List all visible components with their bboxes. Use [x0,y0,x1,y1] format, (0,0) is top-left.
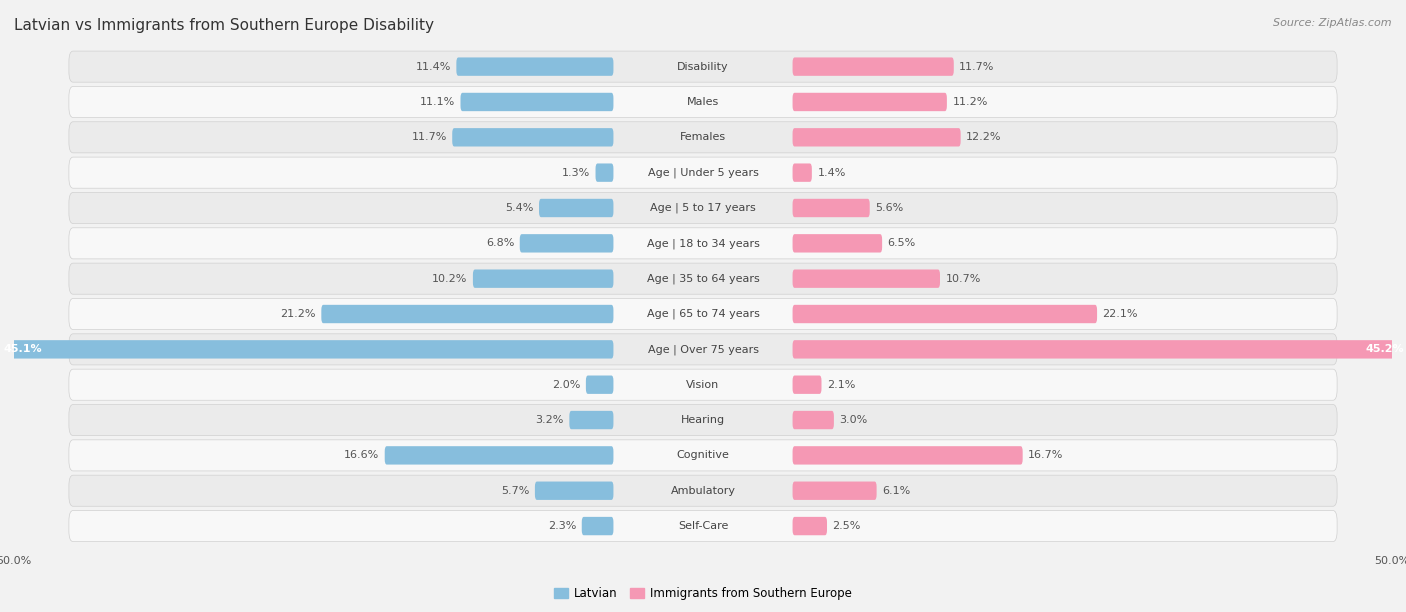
Text: 11.7%: 11.7% [959,62,994,72]
Text: 2.3%: 2.3% [548,521,576,531]
Text: Age | 35 to 64 years: Age | 35 to 64 years [647,274,759,284]
FancyBboxPatch shape [322,305,613,323]
FancyBboxPatch shape [793,446,1022,465]
FancyBboxPatch shape [793,411,834,429]
Text: Age | 5 to 17 years: Age | 5 to 17 years [650,203,756,213]
Text: 21.2%: 21.2% [280,309,316,319]
FancyBboxPatch shape [457,58,613,76]
FancyBboxPatch shape [69,475,1337,506]
Text: 1.4%: 1.4% [817,168,846,177]
FancyBboxPatch shape [534,482,613,500]
Text: Latvian vs Immigrants from Southern Europe Disability: Latvian vs Immigrants from Southern Euro… [14,18,434,34]
Text: 3.0%: 3.0% [839,415,868,425]
FancyBboxPatch shape [69,369,1337,400]
Text: 12.2%: 12.2% [966,132,1001,143]
FancyBboxPatch shape [69,510,1337,542]
FancyBboxPatch shape [69,122,1337,153]
FancyBboxPatch shape [582,517,613,536]
FancyBboxPatch shape [793,93,946,111]
Text: Self-Care: Self-Care [678,521,728,531]
Text: Age | 65 to 74 years: Age | 65 to 74 years [647,309,759,319]
Text: Males: Males [688,97,718,107]
Text: 6.5%: 6.5% [887,238,915,248]
FancyBboxPatch shape [453,128,613,146]
FancyBboxPatch shape [385,446,613,465]
Text: 11.2%: 11.2% [952,97,988,107]
Text: 2.5%: 2.5% [832,521,860,531]
FancyBboxPatch shape [69,405,1337,436]
FancyBboxPatch shape [69,86,1337,118]
FancyBboxPatch shape [793,163,811,182]
FancyBboxPatch shape [69,192,1337,223]
FancyBboxPatch shape [69,440,1337,471]
Text: Age | 18 to 34 years: Age | 18 to 34 years [647,238,759,248]
Text: Age | Under 5 years: Age | Under 5 years [648,168,758,178]
FancyBboxPatch shape [69,263,1337,294]
Text: 11.1%: 11.1% [420,97,456,107]
Text: 3.2%: 3.2% [536,415,564,425]
Text: 10.7%: 10.7% [945,274,981,284]
FancyBboxPatch shape [596,163,613,182]
Text: 45.1%: 45.1% [3,345,42,354]
FancyBboxPatch shape [793,128,960,146]
FancyBboxPatch shape [793,58,953,76]
Text: Females: Females [681,132,725,143]
FancyBboxPatch shape [0,340,613,359]
FancyBboxPatch shape [793,305,1097,323]
Text: Vision: Vision [686,379,720,390]
Text: 2.1%: 2.1% [827,379,855,390]
Text: 5.6%: 5.6% [875,203,904,213]
Text: Age | Over 75 years: Age | Over 75 years [648,344,758,354]
FancyBboxPatch shape [793,234,882,253]
Text: Disability: Disability [678,62,728,72]
FancyBboxPatch shape [520,234,613,253]
Text: 5.4%: 5.4% [505,203,533,213]
FancyBboxPatch shape [793,340,1406,359]
FancyBboxPatch shape [793,376,821,394]
Text: Ambulatory: Ambulatory [671,486,735,496]
Text: 6.1%: 6.1% [882,486,910,496]
FancyBboxPatch shape [586,376,613,394]
Legend: Latvian, Immigrants from Southern Europe: Latvian, Immigrants from Southern Europe [550,583,856,605]
Text: 11.4%: 11.4% [415,62,451,72]
Text: 16.7%: 16.7% [1028,450,1063,460]
FancyBboxPatch shape [69,299,1337,330]
FancyBboxPatch shape [793,517,827,536]
FancyBboxPatch shape [793,269,941,288]
FancyBboxPatch shape [538,199,613,217]
Text: 6.8%: 6.8% [486,238,515,248]
FancyBboxPatch shape [472,269,613,288]
FancyBboxPatch shape [69,228,1337,259]
FancyBboxPatch shape [793,482,876,500]
Text: 45.2%: 45.2% [1365,345,1405,354]
Text: Hearing: Hearing [681,415,725,425]
FancyBboxPatch shape [69,334,1337,365]
FancyBboxPatch shape [461,93,613,111]
FancyBboxPatch shape [793,199,870,217]
Text: 16.6%: 16.6% [344,450,380,460]
Text: 5.7%: 5.7% [501,486,530,496]
Text: Cognitive: Cognitive [676,450,730,460]
Text: 11.7%: 11.7% [412,132,447,143]
Text: 1.3%: 1.3% [562,168,591,177]
Text: 2.0%: 2.0% [553,379,581,390]
Text: 22.1%: 22.1% [1102,309,1137,319]
FancyBboxPatch shape [69,157,1337,188]
Text: 10.2%: 10.2% [432,274,467,284]
FancyBboxPatch shape [569,411,613,429]
Text: Source: ZipAtlas.com: Source: ZipAtlas.com [1274,18,1392,28]
FancyBboxPatch shape [69,51,1337,82]
